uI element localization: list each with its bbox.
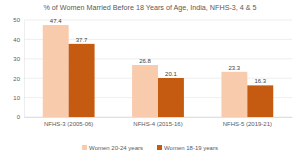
bar [43,25,69,117]
x-tick-label: NFHS-3 (2005-06) [44,121,93,127]
chart: % of Women Married Before 18 Years of Ag… [0,0,300,155]
y-tick: 40 [13,37,24,43]
y-tick: 50 [13,17,24,23]
x-tick-label: NFHS-4 (2015-16) [133,121,182,127]
legend-label: Women 18-19 years [164,145,218,151]
y-tick: 10 [13,95,24,101]
y-tick-label: 0 [17,114,21,120]
bar [158,78,184,117]
data-label: 37.7 [76,37,88,43]
y-tick-label: 30 [13,56,20,62]
bar [132,65,158,117]
x-axis-line [25,117,293,118]
title: % of Women Married Before 18 Years of Ag… [43,3,256,12]
y-tick-label: 10 [13,95,20,101]
data-label: 16.3 [254,78,266,84]
y-tick: 30 [13,56,24,62]
y-axis: 0 10 20 30 40 50 [13,17,24,120]
x-tick: NFHS-3 (2005-06) [44,117,93,127]
y-tick: 0 [17,114,24,120]
legend-item: Women 18-19 years [157,145,218,151]
x-axis: NFHS-3 (2005-06) NFHS-4 (2015-16) NFHS-5 (… [25,117,293,127]
grid-line [24,20,292,21]
data-label: 26.8 [139,58,151,64]
legend-swatch [157,145,162,150]
y-tick: 20 [13,76,24,82]
data-label: 20.1 [165,71,177,77]
grid [24,20,292,117]
legend-label: Women 20-24 years [89,145,143,151]
y-tick-label: 40 [13,37,20,43]
plot: 0 10 20 30 40 50 NFHS-3 (2005-06) NFHS-4 (2015-… [13,17,292,127]
bar [221,72,247,117]
legend-swatch [82,145,87,150]
y-axis-line [24,21,25,118]
x-tick: NFHS-5 (2019-21) [223,117,272,127]
y-tick-label: 20 [13,76,20,82]
data-label: 47.4 [50,18,62,24]
bar [247,85,273,117]
legend: Women 20-24 years Women 18-19 years [82,145,218,151]
legend-item: Women 20-24 years [82,145,143,151]
x-tick-label: NFHS-5 (2019-21) [223,121,272,127]
data-label: 23.3 [229,65,241,71]
bar [69,44,95,117]
data-labels: 47.4 26.8 23.3 37.7 20.1 16.3 [50,18,267,84]
x-tick: NFHS-4 (2015-16) [133,117,182,127]
bars [43,25,273,117]
y-tick-label: 50 [13,17,20,23]
